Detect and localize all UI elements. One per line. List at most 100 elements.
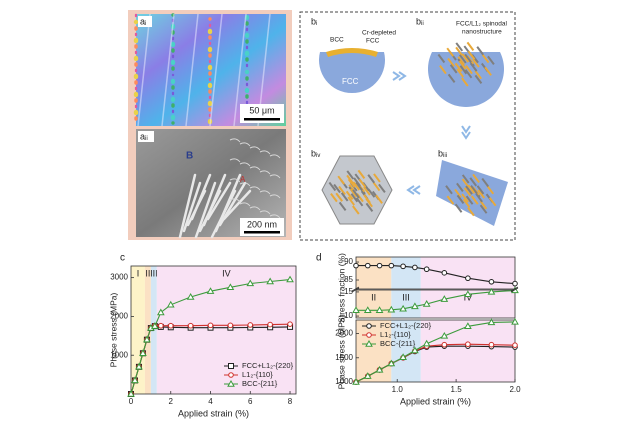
lamella [446, 195, 455, 205]
grain-dot [245, 101, 249, 105]
lamella [352, 205, 360, 215]
grain-dot [245, 83, 249, 87]
lamella [373, 173, 381, 183]
lamella [372, 181, 381, 192]
lamella [367, 188, 376, 198]
marker [186, 293, 195, 300]
region-label: II [371, 292, 376, 302]
grain-dot [208, 36, 212, 40]
y-tick-label: 85 [344, 275, 353, 284]
grain-dot [245, 22, 249, 26]
marker [411, 302, 419, 310]
sem-feature [182, 181, 202, 233]
grain-dot [245, 58, 249, 62]
grain-dot [133, 74, 139, 80]
grain-dot [170, 42, 176, 48]
grain-band [185, 13, 199, 127]
lamella [352, 189, 360, 199]
step-label: bᵢᵢᵢ [438, 148, 447, 158]
marker [131, 376, 139, 384]
plot-frame [130, 265, 297, 395]
marker [127, 389, 135, 397]
lamella [472, 173, 480, 184]
lamellae [328, 169, 386, 215]
marker [400, 263, 406, 270]
grain-dot [208, 24, 212, 28]
lamella [481, 177, 490, 188]
marker [246, 279, 255, 287]
x-tick-label: 6 [248, 397, 253, 406]
grain-dot [208, 78, 212, 82]
grain-dot [245, 46, 249, 50]
y-tick-label: 15 [344, 287, 353, 296]
grain-dot [134, 14, 138, 18]
marker [365, 339, 373, 347]
marker [226, 283, 235, 291]
lamella [346, 174, 354, 184]
lamella [345, 190, 354, 201]
grain-dot [134, 45, 138, 49]
region-label: I [137, 268, 140, 278]
axis-break [351, 286, 519, 292]
marker [363, 372, 372, 379]
lamella [347, 178, 356, 188]
legend-label: L1₂-{110} [242, 370, 273, 379]
y-axis-label: Stress fraction (%) [336, 253, 346, 323]
sem-feature [269, 154, 281, 159]
sem-feature [239, 182, 251, 187]
sem-feature [190, 173, 212, 221]
legend-label: BCC-{211} [242, 379, 278, 388]
panel-b: bᵢ bᵢᵢ bᵢᵢᵢ bᵢᵥ BCC Cr-depleted FCC FCC … [299, 11, 516, 241]
lamella [466, 41, 475, 51]
lamella [467, 50, 476, 60]
marker [512, 280, 518, 287]
lamella [456, 194, 465, 204]
lamella [338, 185, 346, 196]
marker [150, 322, 159, 329]
marker [422, 299, 431, 307]
grain-dot [245, 95, 249, 99]
marker [228, 363, 234, 369]
y-tick-label: 3000 [110, 273, 128, 282]
chart: 1000 1500 2000 1.0 1.5 2.0 Applied strain (%) P… [335, 315, 521, 407]
sem-feature [229, 198, 241, 203]
scale-label: 200 nm [247, 219, 277, 229]
lamella [358, 178, 367, 188]
step-label: bᵢᵢ [416, 16, 424, 26]
sem-feature [229, 158, 241, 163]
lamella [353, 177, 361, 187]
lamella [487, 55, 495, 65]
y-tick-label: 10 [344, 311, 353, 320]
marker [464, 322, 472, 329]
lamella [476, 46, 484, 56]
marker [363, 306, 372, 313]
y-tick-label: 1000 [335, 377, 353, 386]
marker [366, 323, 372, 329]
grain-dot [171, 110, 175, 114]
lamella [456, 182, 464, 192]
lamella [454, 188, 462, 199]
arrow [406, 185, 421, 195]
lamella [365, 202, 374, 212]
lamella [375, 194, 383, 204]
grain-dot [208, 90, 212, 94]
lamella [464, 69, 473, 79]
grain-dot [170, 60, 176, 66]
lamella [457, 56, 466, 66]
plot-frame [355, 289, 516, 319]
sem-feature [239, 202, 251, 207]
lamella [465, 65, 473, 75]
marker [488, 341, 495, 348]
marker [207, 322, 214, 329]
lamella [439, 65, 447, 75]
grain-dot [134, 27, 138, 31]
sem-feature [259, 150, 271, 155]
marker [440, 295, 449, 302]
marker [399, 304, 407, 312]
grain-band [161, 13, 175, 127]
y-tick-label: 1500 [335, 353, 353, 362]
lamella [461, 53, 470, 63]
region [356, 257, 392, 289]
